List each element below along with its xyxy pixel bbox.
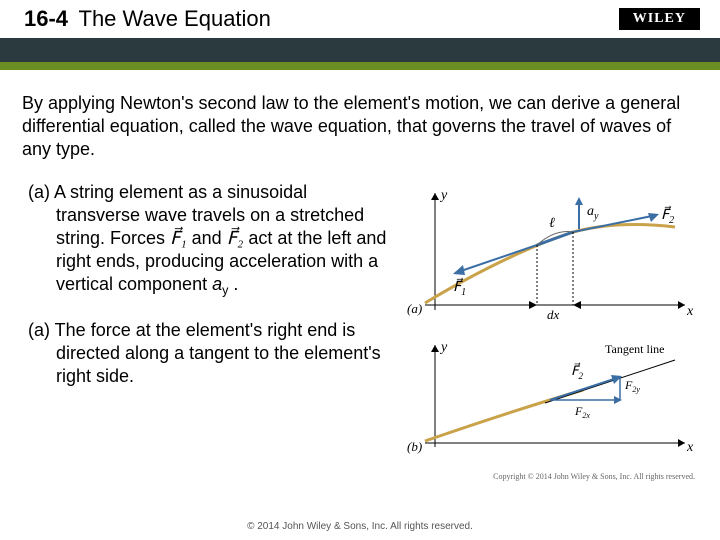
section-heading: 16-4 The Wave Equation (24, 6, 271, 32)
wiley-logo: WILEY (619, 8, 700, 30)
item-a-text-3: . (228, 274, 238, 294)
item-b-text: The force at the element's right end is … (50, 320, 381, 386)
dx-label: dx (547, 307, 560, 322)
f1-symbol: F⃗₁ (170, 228, 187, 248)
ell-label: ℓ (549, 216, 555, 231)
slide-header: 16-4 The Wave Equation WILEY (0, 0, 720, 70)
axis-x-label-b: x (686, 440, 694, 455)
section-number: 16-4 (24, 6, 68, 31)
content-area: By applying Newton's second law to the e… (0, 70, 720, 481)
axis-x-label: x (686, 304, 694, 319)
f2-label: F⃗2 (661, 206, 674, 227)
section-title: The Wave Equation (79, 6, 271, 31)
f2-label-b: F⃗2 (571, 363, 583, 381)
item-a-label: (a) (28, 182, 50, 202)
footer-copyright: © 2014 John Wiley & Sons, Inc. All right… (0, 521, 720, 532)
panel-b-label: (b) (407, 439, 422, 454)
item-a-mid: and (187, 228, 227, 248)
header-bar-green (0, 62, 720, 70)
item-b: (a) The force at the element's right end… (22, 319, 387, 388)
f2-symbol: F⃗₂ (227, 228, 244, 248)
header-bar-dark (0, 38, 720, 62)
axis-y-label-b: y (439, 340, 448, 355)
axis-y-label: y (439, 188, 448, 203)
text-column: (a) A string element as a sinusoidal tra… (22, 181, 387, 481)
panel-a-label: (a) (407, 301, 422, 316)
ay-symbol: ay (212, 274, 228, 294)
wave-figure: y x ay F⃗1 F⃗2 ℓ (395, 185, 695, 465)
figure-column: y x ay F⃗1 F⃗2 ℓ (395, 181, 695, 481)
f2y-label: F2y (624, 378, 640, 394)
item-b-label: (a) (28, 320, 50, 340)
body-row: (a) A string element as a sinusoidal tra… (22, 181, 692, 481)
f2x-label: F2x (574, 404, 590, 420)
tangent-label: Tangent line (605, 342, 664, 356)
figure-copyright: Copyright © 2014 John Wiley & Sons, Inc.… (395, 472, 695, 481)
item-a: (a) A string element as a sinusoidal tra… (22, 181, 387, 299)
ay-label: ay (587, 204, 599, 222)
intro-paragraph: By applying Newton's second law to the e… (22, 92, 692, 161)
header-top-bar: 16-4 The Wave Equation WILEY (0, 0, 720, 38)
ay-a: a (212, 274, 222, 294)
